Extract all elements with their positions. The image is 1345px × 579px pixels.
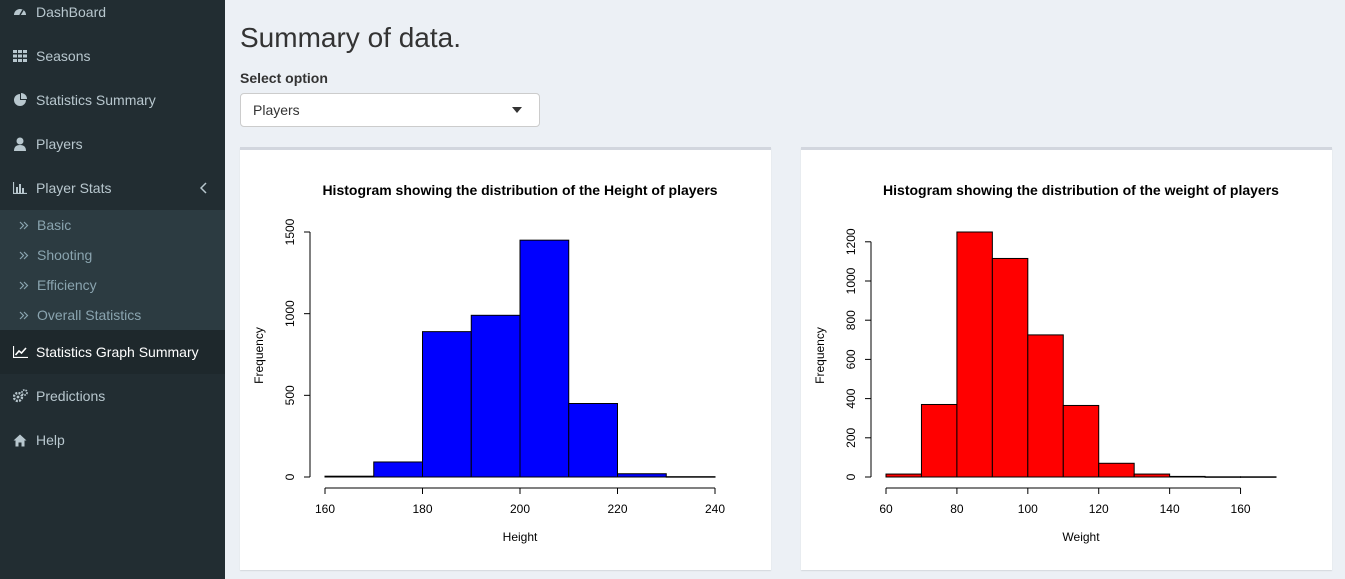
weight-histogram: Histogram showing the distribution of th… (813, 182, 1279, 544)
histogram-bar (1169, 475, 1206, 478)
y-axis-label: Frequency (813, 327, 827, 384)
y-tick-label: 0 (844, 473, 858, 480)
histogram-bar (324, 475, 375, 478)
y-tick-label: 400 (844, 388, 858, 408)
y-tick-label: 1500 (283, 218, 297, 245)
select-option-label: Select option (240, 70, 328, 86)
sidebar-item-label: DashBoard (36, 4, 107, 20)
y-tick-label: 1000 (283, 300, 297, 327)
sidebar-item-statistics-graph-summary[interactable]: Statistics Graph Summary (0, 330, 225, 374)
double-chevron-right-icon (17, 277, 31, 293)
histogram-bar (920, 403, 958, 478)
sidebar-item-predictions[interactable]: Predictions (0, 374, 225, 418)
sidebar-item-label: Predictions (36, 388, 106, 404)
histogram-bar (470, 314, 521, 478)
histogram-bar (1133, 473, 1171, 478)
histogram-bar (373, 461, 423, 478)
sidebar-item-label: Player Stats (36, 180, 112, 196)
x-tick-label: 60 (879, 502, 893, 516)
chart-title: Histogram showing the distribution of th… (322, 182, 717, 198)
double-chevron-right-icon (17, 247, 31, 263)
weight-histogram-box: Histogram showing the distribution of th… (801, 147, 1332, 570)
double-chevron-right-icon (17, 217, 31, 233)
sidebar-item-help[interactable]: Help (0, 418, 225, 462)
y-tick-label: 200 (844, 427, 858, 447)
histogram-bar (956, 231, 993, 478)
x-tick-label: 240 (705, 502, 725, 516)
submenu-item-efficiency[interactable]: Efficiency (0, 270, 225, 300)
bar-chart-icon (12, 180, 28, 196)
home-icon (12, 432, 28, 448)
chevron-left-icon (199, 181, 207, 197)
histogram-bar (1240, 476, 1277, 478)
submenu-item-shooting[interactable]: Shooting (0, 240, 225, 270)
x-tick-label: 140 (1160, 502, 1180, 516)
chart-title: Histogram showing the distribution of th… (883, 182, 1279, 198)
sidebar-item-label: Statistics Graph Summary (36, 344, 199, 360)
submenu-item-overall-statistics[interactable]: Overall Statistics (0, 300, 225, 330)
y-tick-label: 500 (283, 385, 297, 405)
sidebar-item-statistics-summary[interactable]: Statistics Summary (0, 78, 225, 122)
select-option-dropdown[interactable]: Players (240, 93, 540, 127)
histogram-bar (617, 473, 667, 478)
pie-chart-icon (12, 92, 28, 108)
player-stats-submenu: Basic Shooting Efficiency Overall Statis… (0, 210, 225, 330)
sidebar-item-player-stats[interactable]: Player Stats (0, 166, 225, 210)
sidebar-item-players[interactable]: Players (0, 122, 225, 166)
submenu-item-label: Shooting (37, 247, 93, 263)
x-tick-label: 80 (950, 502, 964, 516)
grid-icon (12, 48, 28, 64)
x-tick-label: 100 (1018, 502, 1038, 516)
submenu-item-label: Efficiency (37, 277, 97, 293)
histogram-bar (1098, 462, 1135, 478)
line-chart-icon (12, 344, 28, 360)
y-tick-label: 1200 (844, 228, 858, 255)
histogram-bar (665, 476, 716, 478)
sidebar-item-seasons[interactable]: Seasons (0, 34, 225, 78)
submenu-item-label: Basic (37, 217, 72, 233)
x-tick-label: 180 (412, 502, 432, 516)
submenu-item-label: Overall Statistics (37, 307, 142, 323)
x-tick-label: 220 (607, 502, 627, 516)
height-histogram-box: Histogram showing the distribution of th… (240, 147, 771, 570)
page-title: Summary of data. (240, 22, 461, 53)
y-tick-label: 600 (844, 349, 858, 369)
sidebar-item-label: Seasons (36, 48, 91, 64)
main-content: Summary of data. Select option Players H… (225, 0, 1345, 579)
histogram-bar (885, 473, 922, 478)
sidebar-item-label: Help (36, 432, 65, 448)
y-tick-label: 0 (283, 473, 297, 480)
height-histogram: Histogram showing the distribution of th… (252, 182, 725, 544)
select-value: Players (253, 102, 300, 118)
histogram-bar (1062, 404, 1100, 478)
histogram-bar (1204, 476, 1242, 478)
x-axis-label: Weight (1062, 530, 1100, 544)
user-icon (12, 136, 28, 152)
x-tick-label: 120 (1089, 502, 1109, 516)
histogram-bar (568, 403, 618, 478)
y-tick-label: 800 (844, 310, 858, 330)
sidebar: DashBoard Seasons Statistics Summary Pla… (0, 0, 225, 579)
x-axis-label: Height (503, 530, 538, 544)
histogram-bar (991, 257, 1029, 478)
y-axis-label: Frequency (252, 327, 266, 384)
submenu-item-basic[interactable]: Basic (0, 210, 225, 240)
dashboard-icon (12, 4, 28, 20)
y-tick-label: 1000 (844, 267, 858, 294)
gears-icon (12, 388, 28, 404)
double-chevron-right-icon (17, 307, 31, 323)
histogram-bar (1027, 334, 1064, 478)
x-tick-label: 200 (510, 502, 530, 516)
sidebar-item-label: Players (36, 136, 83, 152)
sidebar-item-label: Statistics Summary (36, 92, 156, 108)
x-tick-label: 160 (1231, 502, 1251, 516)
histogram-bar (519, 239, 570, 478)
x-tick-label: 160 (315, 502, 335, 516)
sidebar-item-dashboard[interactable]: DashBoard (0, 0, 225, 34)
caret-down-icon (512, 107, 522, 113)
histogram-bar (422, 331, 472, 478)
